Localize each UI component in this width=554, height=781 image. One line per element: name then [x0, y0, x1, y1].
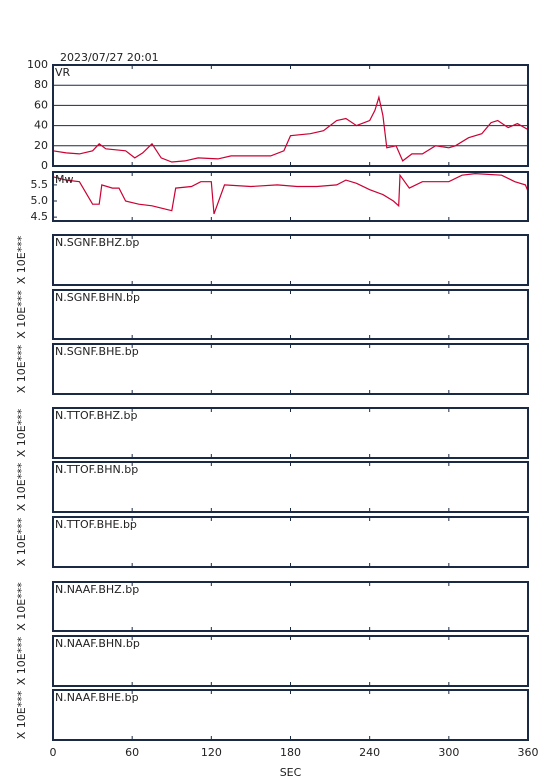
y-tick-label: 80	[34, 78, 48, 91]
y-tick-label: 60	[34, 98, 48, 111]
x-tick-label: 360	[518, 746, 539, 759]
panel-frame	[52, 689, 529, 741]
x-tick-label: 60	[125, 746, 139, 759]
panel-label: N.NAAF.BHE.bp	[55, 691, 139, 704]
panel-label: N.NAAF.BHZ.bp	[55, 583, 139, 596]
x-tick-label: 240	[359, 746, 380, 759]
data-line	[52, 94, 529, 163]
panel-frame	[52, 581, 529, 632]
panel-frame	[52, 171, 529, 222]
panel-label: N.SGNF.BHE.bp	[55, 345, 139, 358]
chart-title: 2023/07/27 20:01	[60, 51, 159, 64]
y-axis-label: X 10E***	[15, 344, 28, 393]
panel-frame	[52, 64, 529, 167]
x-tick-label: 120	[201, 746, 222, 759]
panel-frame	[52, 407, 529, 459]
y-axis-label: X 10E***	[15, 290, 28, 339]
x-axis-label: SEC	[280, 766, 302, 779]
y-axis-label: X 10E***	[15, 408, 28, 457]
x-tick-label: 180	[280, 746, 301, 759]
panel-frame	[52, 234, 529, 286]
panel-frame	[52, 635, 529, 687]
y-tick-label: 5.0	[31, 194, 49, 207]
panel-label: VR	[55, 66, 71, 79]
panel-label: N.SGNF.BHN.bp	[55, 291, 140, 304]
panel-label: Mw	[55, 173, 74, 186]
panel-label: N.TTOF.BHZ.bp	[55, 409, 138, 422]
y-tick-label: 20	[34, 139, 48, 152]
y-axis-label: X 10E***	[15, 690, 28, 739]
x-tick-label: 0	[50, 746, 57, 759]
y-tick-label: 5.5	[31, 178, 49, 191]
y-tick-label: 40	[34, 119, 48, 132]
panel-frame	[52, 516, 529, 568]
panel-label: N.TTOF.BHE.bp	[55, 518, 137, 531]
y-axis-label: X 10E***	[15, 235, 28, 284]
y-axis-label: X 10E***	[15, 582, 28, 631]
y-tick-label: 4.5	[31, 210, 49, 223]
panel-frame	[52, 461, 529, 513]
panel-label: N.NAAF.BHN.bp	[55, 637, 140, 650]
panel-label: N.SGNF.BHZ.bp	[55, 236, 139, 249]
y-axis-label: X 10E***	[15, 462, 28, 511]
panel-frame	[52, 289, 529, 340]
panel-frame	[52, 343, 529, 395]
data-line	[52, 172, 529, 215]
y-axis-label: X 10E***	[15, 636, 28, 685]
panel-label: N.TTOF.BHN.bp	[55, 463, 138, 476]
x-tick-label: 300	[438, 746, 459, 759]
y-axis-label: X 10E***	[15, 517, 28, 566]
y-tick-label: 100	[27, 58, 48, 71]
y-tick-label: 0	[41, 159, 48, 172]
